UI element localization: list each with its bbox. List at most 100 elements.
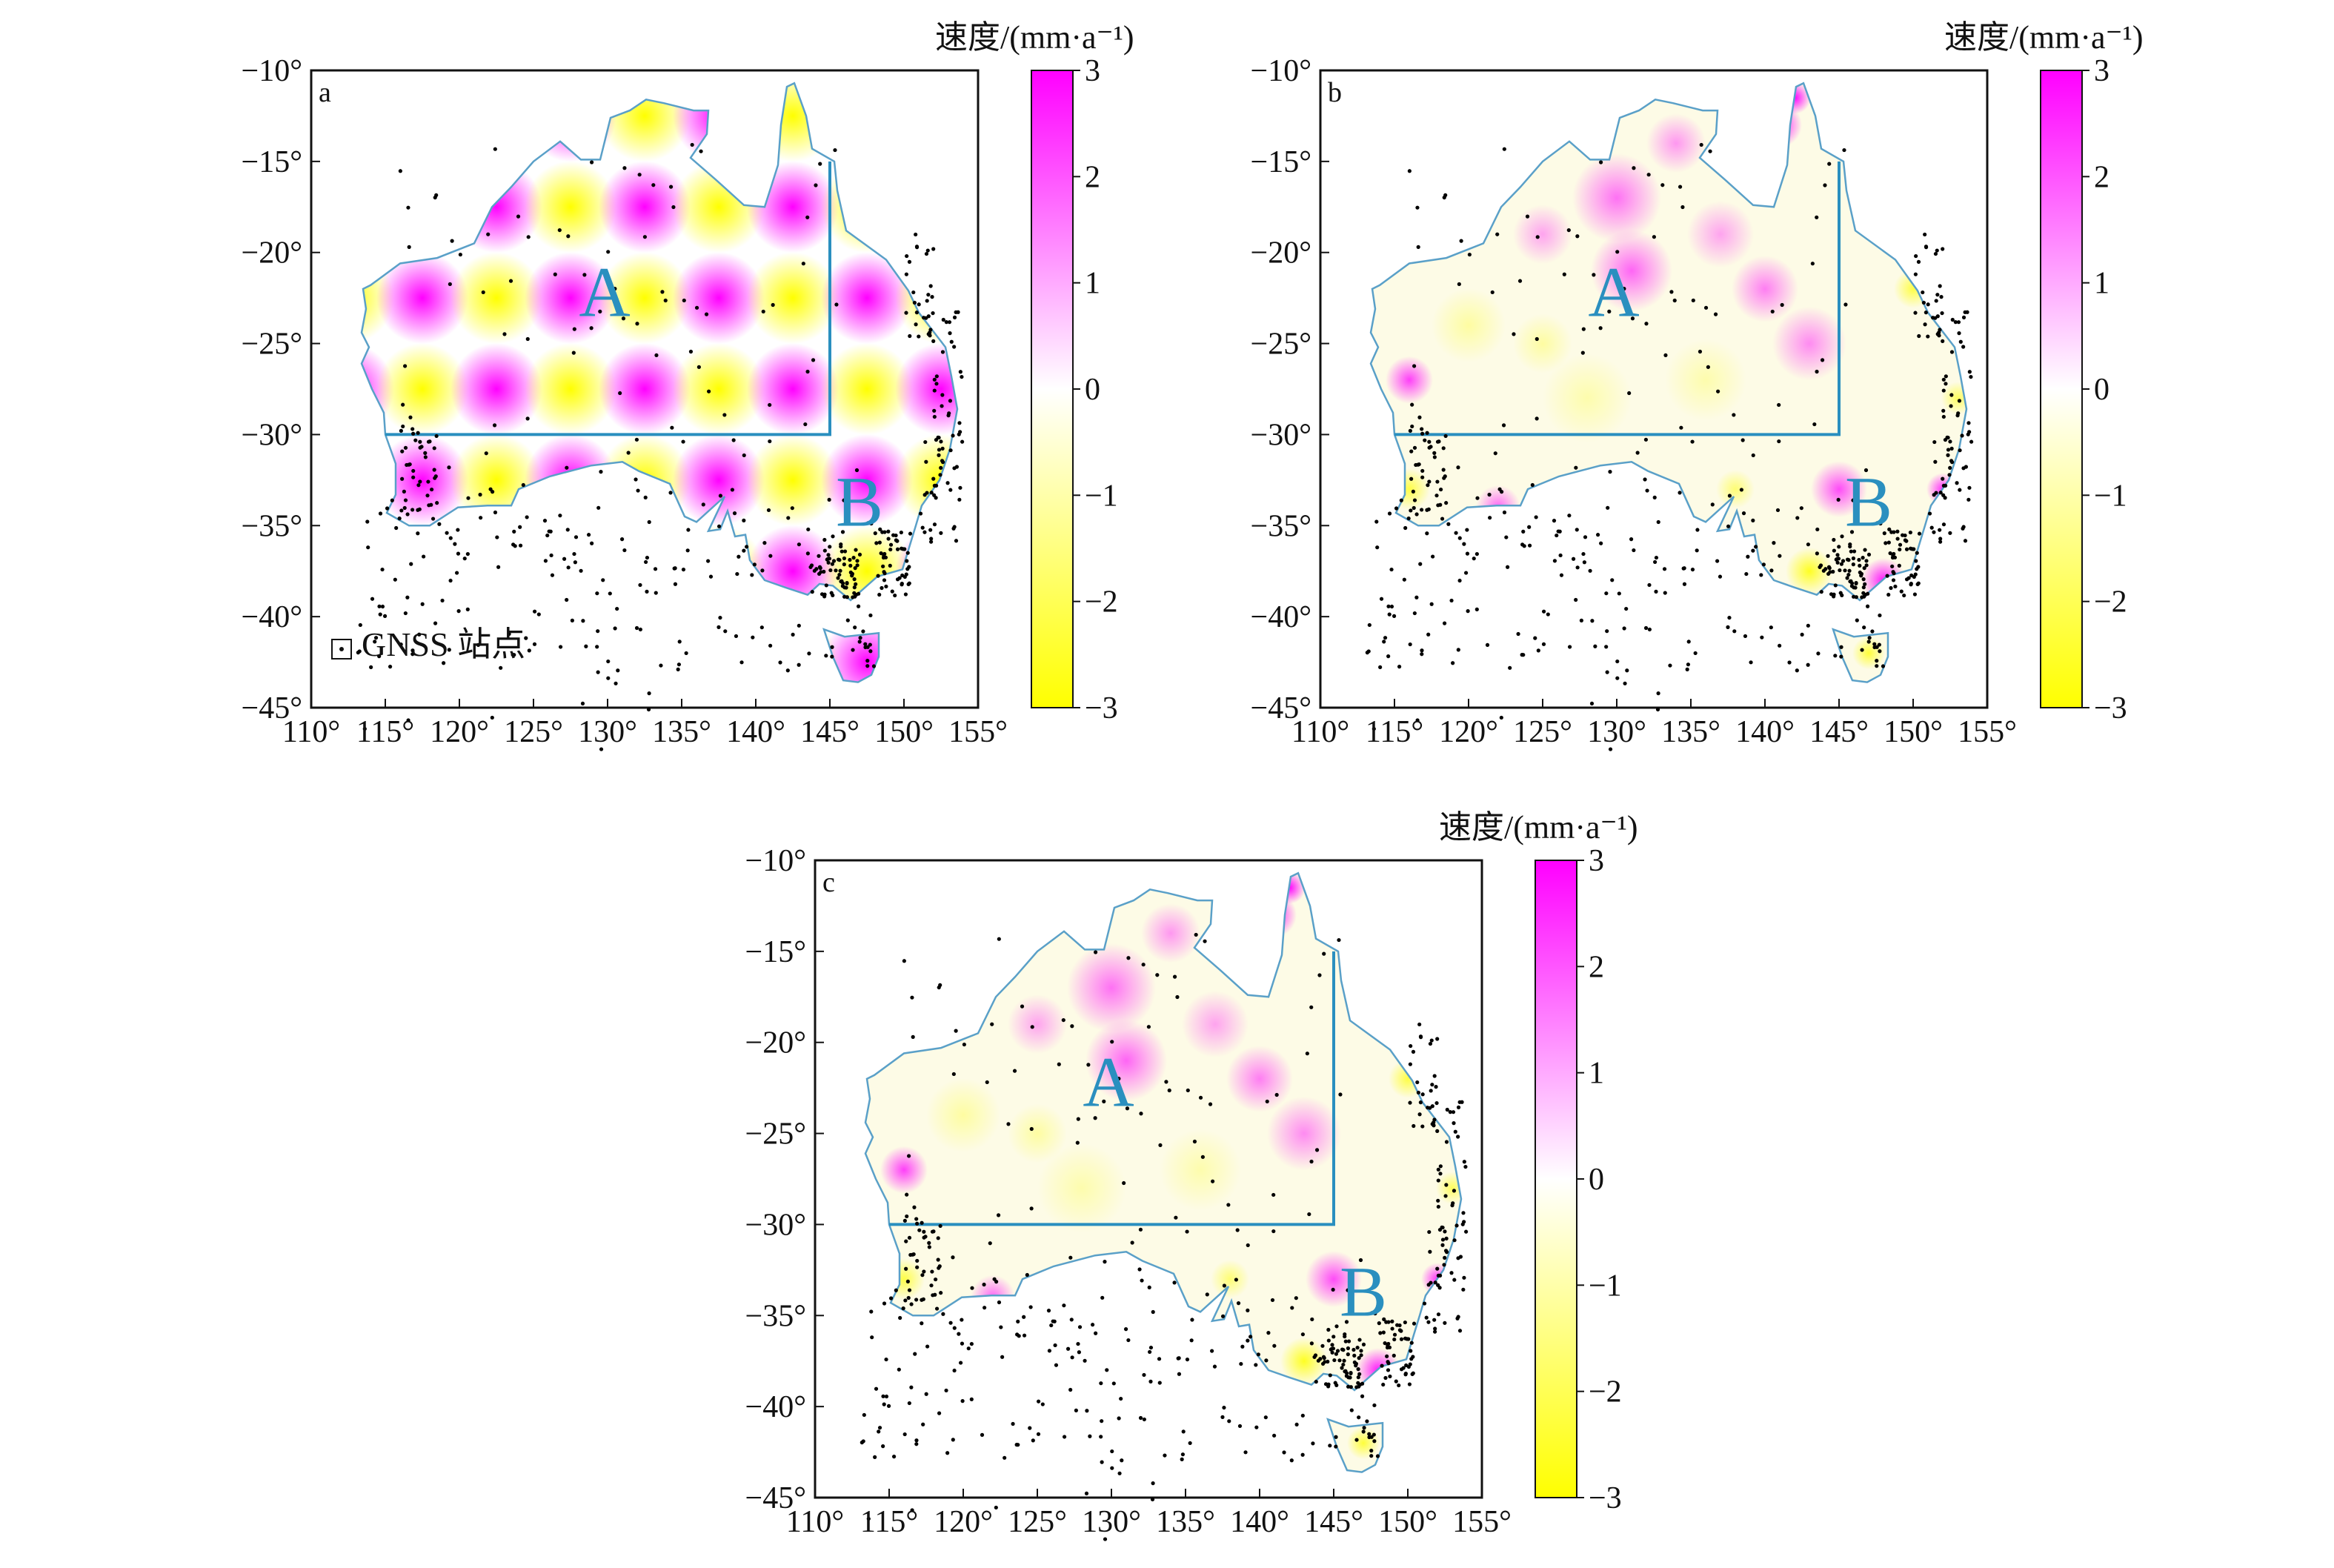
gnss-station: [1430, 1104, 1434, 1109]
gnss-station: [914, 232, 918, 237]
gnss-station: [573, 535, 579, 539]
gnss-station: [1392, 614, 1397, 618]
gnss-station: [929, 491, 934, 495]
gnss-station: [839, 549, 844, 554]
gnss-station: [393, 577, 397, 582]
gnss-station: [1943, 437, 1948, 442]
gnss-station: [1427, 479, 1432, 484]
gnss-station: [1029, 1126, 1034, 1132]
gnss-station: [1443, 1194, 1448, 1198]
gnss-station: [1418, 1034, 1423, 1039]
gnss-station: [409, 562, 413, 566]
gnss-station: [1311, 1441, 1315, 1446]
gnss-station: [573, 560, 577, 565]
gnss-station: [1708, 149, 1712, 153]
gnss-station: [931, 339, 936, 343]
gnss-station: [1158, 1143, 1163, 1148]
gnss-station: [1967, 430, 1972, 434]
gnss-station: [1340, 1366, 1344, 1370]
gnss-station: [831, 534, 835, 539]
gnss-station: [1555, 533, 1559, 538]
gnss-station: [1372, 1432, 1376, 1437]
gnss-station: [410, 508, 415, 512]
gnss-station: [1706, 365, 1710, 369]
gnss-station: [1357, 1356, 1361, 1361]
gnss-station: [636, 488, 640, 493]
gnss-station: [1372, 726, 1376, 731]
gnss-station: [580, 701, 585, 706]
gnss-station: [737, 554, 741, 559]
lat-tick-label: −35°: [1251, 509, 1311, 543]
gnss-station: [1865, 604, 1870, 608]
gnss-station: [1849, 584, 1855, 588]
gnss-station: [1357, 1372, 1362, 1376]
gnss-station: [1406, 1337, 1411, 1341]
gnss-station: [1436, 1198, 1440, 1203]
gnss-station: [1352, 1360, 1357, 1365]
gnss-station: [1407, 169, 1412, 173]
gnss-station: [1799, 506, 1803, 511]
gnss-station: [1595, 533, 1600, 537]
colorbar-tick-label: −1: [1085, 479, 1118, 513]
gnss-station: [1426, 1320, 1431, 1324]
gnss-station: [1795, 516, 1800, 520]
gnss-station: [1644, 322, 1649, 326]
gnss-station: [762, 541, 767, 545]
gnss-station: [731, 438, 736, 442]
gnss-station: [1323, 1382, 1329, 1386]
gnss-station: [410, 427, 415, 431]
gnss-station: [1967, 485, 1972, 490]
gnss-station: [1965, 310, 1969, 314]
gnss-station: [966, 1346, 971, 1351]
lat-tick-label: −15°: [1251, 145, 1311, 179]
gnss-station: [1904, 577, 1909, 582]
gnss-station: [1399, 1367, 1404, 1372]
gnss-station: [941, 1312, 945, 1316]
gnss-station: [595, 591, 599, 596]
gnss-station: [1693, 651, 1698, 656]
gnss-station: [913, 1352, 917, 1356]
gnss-station: [1852, 549, 1857, 554]
gnss-station: [1950, 317, 1955, 322]
gnss-station: [490, 715, 494, 720]
gnss-station: [1652, 495, 1657, 499]
gnss-station: [1938, 284, 1942, 288]
gnss-station: [940, 460, 945, 465]
colorbar: [2040, 70, 2083, 708]
gnss-station: [1361, 1342, 1366, 1347]
gnss-station: [1915, 551, 1919, 555]
gnss-station: [1334, 1435, 1338, 1439]
gnss-station: [427, 503, 431, 508]
gnss-station: [1409, 1349, 1413, 1353]
gnss-station: [893, 593, 897, 598]
gnss-station: [1442, 621, 1447, 625]
gnss-station: [1887, 527, 1892, 531]
gnss-station: [1580, 351, 1585, 355]
gnss-station: [1172, 1280, 1177, 1285]
gnss-station: [952, 345, 957, 349]
gnss-station: [1408, 642, 1412, 647]
gnss-station: [1222, 1283, 1227, 1288]
gnss-station: [1474, 607, 1479, 611]
gnss-station: [790, 506, 794, 511]
gnss-station: [926, 314, 931, 319]
lon-tick-label: 155°: [1958, 715, 2017, 749]
gnss-station: [1126, 956, 1131, 960]
gnss-station: [938, 473, 942, 477]
gnss-station: [654, 353, 659, 358]
gnss-station: [1861, 577, 1866, 582]
gnss-station: [1099, 1381, 1103, 1386]
gnss-station: [1068, 1387, 1073, 1392]
gnss-station: [1761, 562, 1766, 567]
gnss-station: [1948, 465, 1952, 470]
gnss-station: [1431, 554, 1435, 559]
gnss-station: [1562, 272, 1566, 276]
gnss-station: [596, 670, 600, 674]
gnss-station: [1420, 468, 1425, 474]
gnss-station: [1599, 541, 1603, 545]
gnss-station: [732, 511, 737, 516]
gnss-station: [434, 193, 439, 197]
gnss-station: [906, 1295, 911, 1300]
gnss-station: [1318, 1357, 1323, 1361]
gnss-station: [882, 578, 887, 582]
